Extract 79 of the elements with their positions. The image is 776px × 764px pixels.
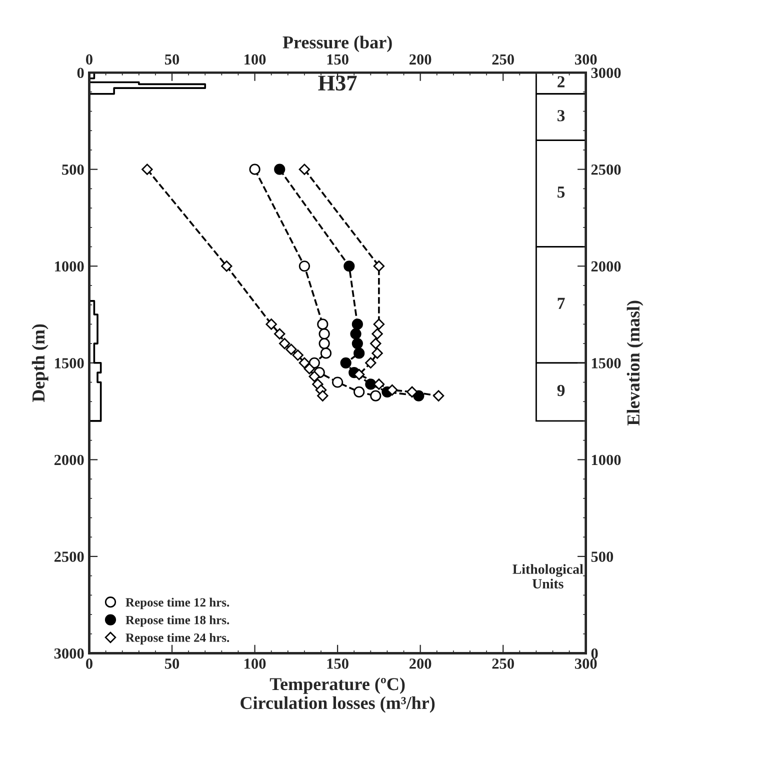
point bbox=[286, 344, 297, 355]
y-tick-label: 2500 bbox=[54, 552, 84, 562]
point bbox=[373, 318, 385, 330]
x2-tick-label: 300 bbox=[574, 54, 597, 65]
x2-tick-label: 0 bbox=[86, 54, 92, 65]
point bbox=[352, 318, 363, 330]
x-tick-label: 150 bbox=[327, 658, 348, 669]
x-tick-label: 50 bbox=[164, 658, 180, 669]
x2-tick-label: 250 bbox=[492, 54, 514, 65]
point bbox=[352, 338, 363, 350]
y2-tick-label: 3000 bbox=[591, 68, 621, 78]
point bbox=[142, 164, 153, 175]
y-tick-label: 1000 bbox=[55, 261, 84, 272]
point bbox=[354, 386, 365, 398]
x-axis-title: Temperature (ºC) Circulation losses (m³/hr) bbox=[240, 677, 435, 713]
y-tick-label: 1500 bbox=[55, 358, 84, 368]
y2-tick-label: 0 bbox=[591, 648, 598, 659]
band-label: 7 bbox=[558, 298, 565, 309]
y2-tick-label: 500 bbox=[591, 552, 614, 562]
y-tick-label: 500 bbox=[62, 164, 84, 175]
point bbox=[298, 260, 310, 272]
point bbox=[386, 384, 398, 396]
point bbox=[354, 348, 365, 359]
point bbox=[332, 376, 344, 388]
point bbox=[350, 328, 362, 340]
point bbox=[344, 260, 355, 272]
point bbox=[406, 386, 418, 398]
point bbox=[298, 357, 310, 369]
x-tick-label: 100 bbox=[244, 658, 266, 669]
point bbox=[317, 318, 328, 330]
point bbox=[308, 370, 320, 382]
x2-tick-label: 50 bbox=[164, 54, 180, 65]
point bbox=[432, 390, 444, 402]
point bbox=[292, 350, 304, 361]
band-label: 2 bbox=[558, 76, 564, 88]
point bbox=[370, 338, 382, 350]
point bbox=[318, 328, 330, 340]
x2-tick-label: 100 bbox=[244, 54, 266, 65]
point bbox=[274, 328, 286, 340]
band-label: 3 bbox=[558, 110, 565, 122]
y-tick-label: 0 bbox=[77, 68, 84, 78]
point bbox=[249, 164, 260, 175]
point bbox=[304, 363, 316, 374]
point bbox=[373, 260, 385, 272]
point bbox=[278, 338, 290, 350]
point bbox=[221, 260, 232, 272]
x2-tick-label: 200 bbox=[410, 54, 432, 65]
point bbox=[370, 390, 382, 402]
point bbox=[340, 357, 352, 368]
x2-tick-label: 150 bbox=[327, 54, 348, 65]
point bbox=[372, 328, 383, 340]
y2-tick-label: 1500 bbox=[592, 358, 621, 368]
y-tick-label: 2000 bbox=[54, 454, 84, 466]
band-label: 5 bbox=[558, 186, 565, 198]
point bbox=[266, 318, 277, 330]
chart-title: H37 bbox=[318, 76, 357, 91]
point bbox=[318, 338, 330, 350]
point bbox=[298, 164, 310, 175]
x-tick-label: 0 bbox=[86, 658, 92, 669]
y2-tick-label: 2000 bbox=[591, 261, 621, 272]
x-tick-label: 250 bbox=[492, 658, 514, 669]
y2-tick-label: 2500 bbox=[591, 164, 621, 175]
point bbox=[317, 390, 328, 402]
legend-label: Repose time 18 hrs. bbox=[126, 615, 230, 627]
x-tick-label: 200 bbox=[410, 658, 432, 669]
point bbox=[365, 357, 376, 369]
point bbox=[320, 348, 332, 359]
legend-label: Repose time 12 hrs. bbox=[126, 598, 230, 610]
band-label: 9 bbox=[557, 384, 565, 396]
y2-axis-title: Elevation (masl) bbox=[626, 300, 644, 426]
legend-label: Repose time 24 hrs. bbox=[126, 633, 230, 644]
y2-tick-label: 1000 bbox=[592, 454, 621, 466]
y-axis-title: Depth (m) bbox=[32, 324, 48, 402]
y-tick-label: 3000 bbox=[54, 648, 84, 659]
annotation: Lithological Units bbox=[512, 564, 584, 589]
x-tick-label: 300 bbox=[574, 658, 597, 669]
x2-axis-title: Pressure (bar) bbox=[282, 36, 392, 52]
point bbox=[372, 348, 383, 359]
point bbox=[274, 164, 286, 175]
